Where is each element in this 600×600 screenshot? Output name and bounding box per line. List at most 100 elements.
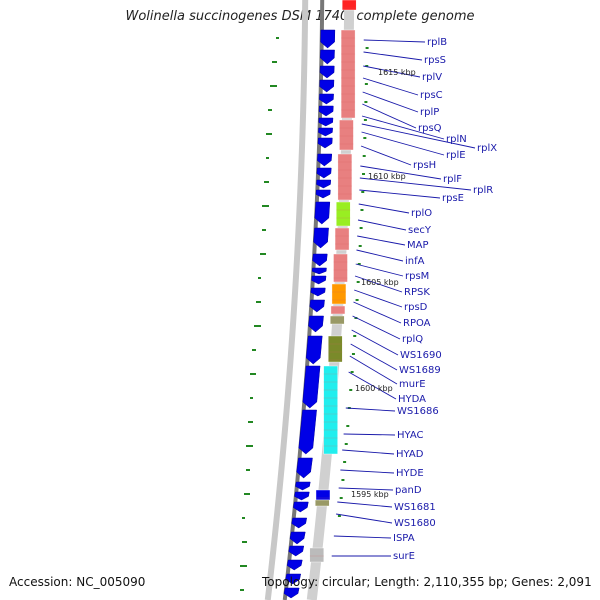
label-leader-lines [331,39,476,557]
gene-arrow [302,365,321,409]
gene-label: rpsQ [418,123,442,134]
gene-label: rplO [411,208,432,219]
gene-arrow [310,287,326,297]
leader-line [359,189,441,199]
gene-label: rpsS [424,55,446,66]
gene-label: rpsM [405,271,429,282]
leader-line [333,535,392,539]
gene-label: HYAC [397,430,424,441]
gene-label: secY [408,225,432,236]
gene-arrow [317,153,333,167]
gene-label: HYAD [396,449,424,460]
gene-label: rplP [420,107,439,118]
leader-line [357,235,406,246]
leader-line [363,39,426,43]
leader-line [355,263,404,277]
cog-segment [323,365,338,455]
cog-segment [328,335,343,363]
cog-segment [336,201,351,227]
cog-segment [337,153,353,201]
leader-line [353,301,402,324]
gene-label: rplN [446,134,467,145]
cog-segment [339,119,354,151]
leader-line [336,513,393,524]
cog-segment [334,227,350,251]
gene-arrow [298,409,317,455]
gene-arrow [309,299,325,313]
gene-label: WS1680 [394,518,436,529]
leader-line [361,123,476,149]
backbone-inner-band [264,0,309,600]
gene-label: rpsE [442,193,464,204]
leader-line [350,343,398,371]
leader-line [337,501,393,508]
leader-line [360,165,442,180]
leader-line [354,289,403,308]
length-value: 2,110,355 bp; [423,575,508,589]
cog-color-track [309,0,357,563]
leader-line [358,203,410,214]
leader-line [356,249,404,262]
gene-arrow [294,491,310,501]
gene-label: rpsH [413,160,436,171]
scale-label-1610: 1610 kbp [368,172,406,181]
gene-arrow-track [283,29,336,599]
leader-line [351,329,399,356]
scale-label-1595: 1595 kbp [351,490,389,499]
cog-segment [331,283,347,305]
leader-line [363,51,423,61]
gene-arrow [319,79,335,93]
gene-label: rpsD [404,302,428,313]
leader-line [338,487,394,491]
genes-value: 2,091 [557,575,592,589]
scale-label-1600: 1600 kbp [355,384,393,393]
scale-label-1605: 1605 kbp [361,278,399,287]
gene-arrow [288,545,305,557]
gene-arrow [311,267,327,275]
cog-segment [309,547,325,563]
gene-arrow [285,573,302,585]
leader-line [342,449,395,455]
map-title: Wolinella succinogenes DSM 1740, complet… [125,9,475,24]
gene-label: rplE [446,150,466,161]
gene-arrow [289,531,306,545]
gene-label: RPOA [403,318,431,329]
gene-arrow [318,117,334,127]
leader-line [354,275,403,293]
scale-labels: 1615 kbp 1610 kbp 1605 kbp 1600 kbp 1595… [351,68,416,499]
gene-arrow [313,227,329,249]
gene-arrow [317,137,333,149]
gene-arrow [318,127,333,137]
gene-arrow [318,105,334,117]
leader-line [357,219,407,231]
gene-label: WS1681 [394,502,436,513]
cog-segment [315,489,331,501]
leader-line [363,65,421,78]
leader-line [362,103,417,129]
gene-arrow [305,335,323,365]
gene-arrow [283,587,300,599]
gene-labels: rplB rpsS rplV rpsC rplP rpsQ rplN rplX rplE rpsH… [393,37,497,562]
leader-line [345,407,396,412]
leader-line [361,115,445,140]
leader-line [362,77,419,96]
leader-line [349,355,398,385]
gene-arrow [319,93,334,105]
gene-arrow [291,517,308,529]
genome-summary-footer: Topology: circular; Length: 2,110,355 bp… [262,575,592,589]
gene-arrow [314,201,331,225]
gene-arrow [316,179,332,189]
topology-value: circular; [321,575,371,589]
gene-label: panD [395,485,422,496]
gene-label: WS1689 [399,365,441,376]
gene-label: rpsC [420,90,443,101]
gene-arrow [295,481,311,491]
cog-segment [330,305,346,315]
leader-line [340,469,395,474]
gene-arrow [312,253,328,267]
gene-label: HYDA [398,394,426,405]
cog-segment [333,253,348,283]
gene-arrow [315,189,331,199]
accession-footer: Accession: NC_005090 [9,575,145,589]
